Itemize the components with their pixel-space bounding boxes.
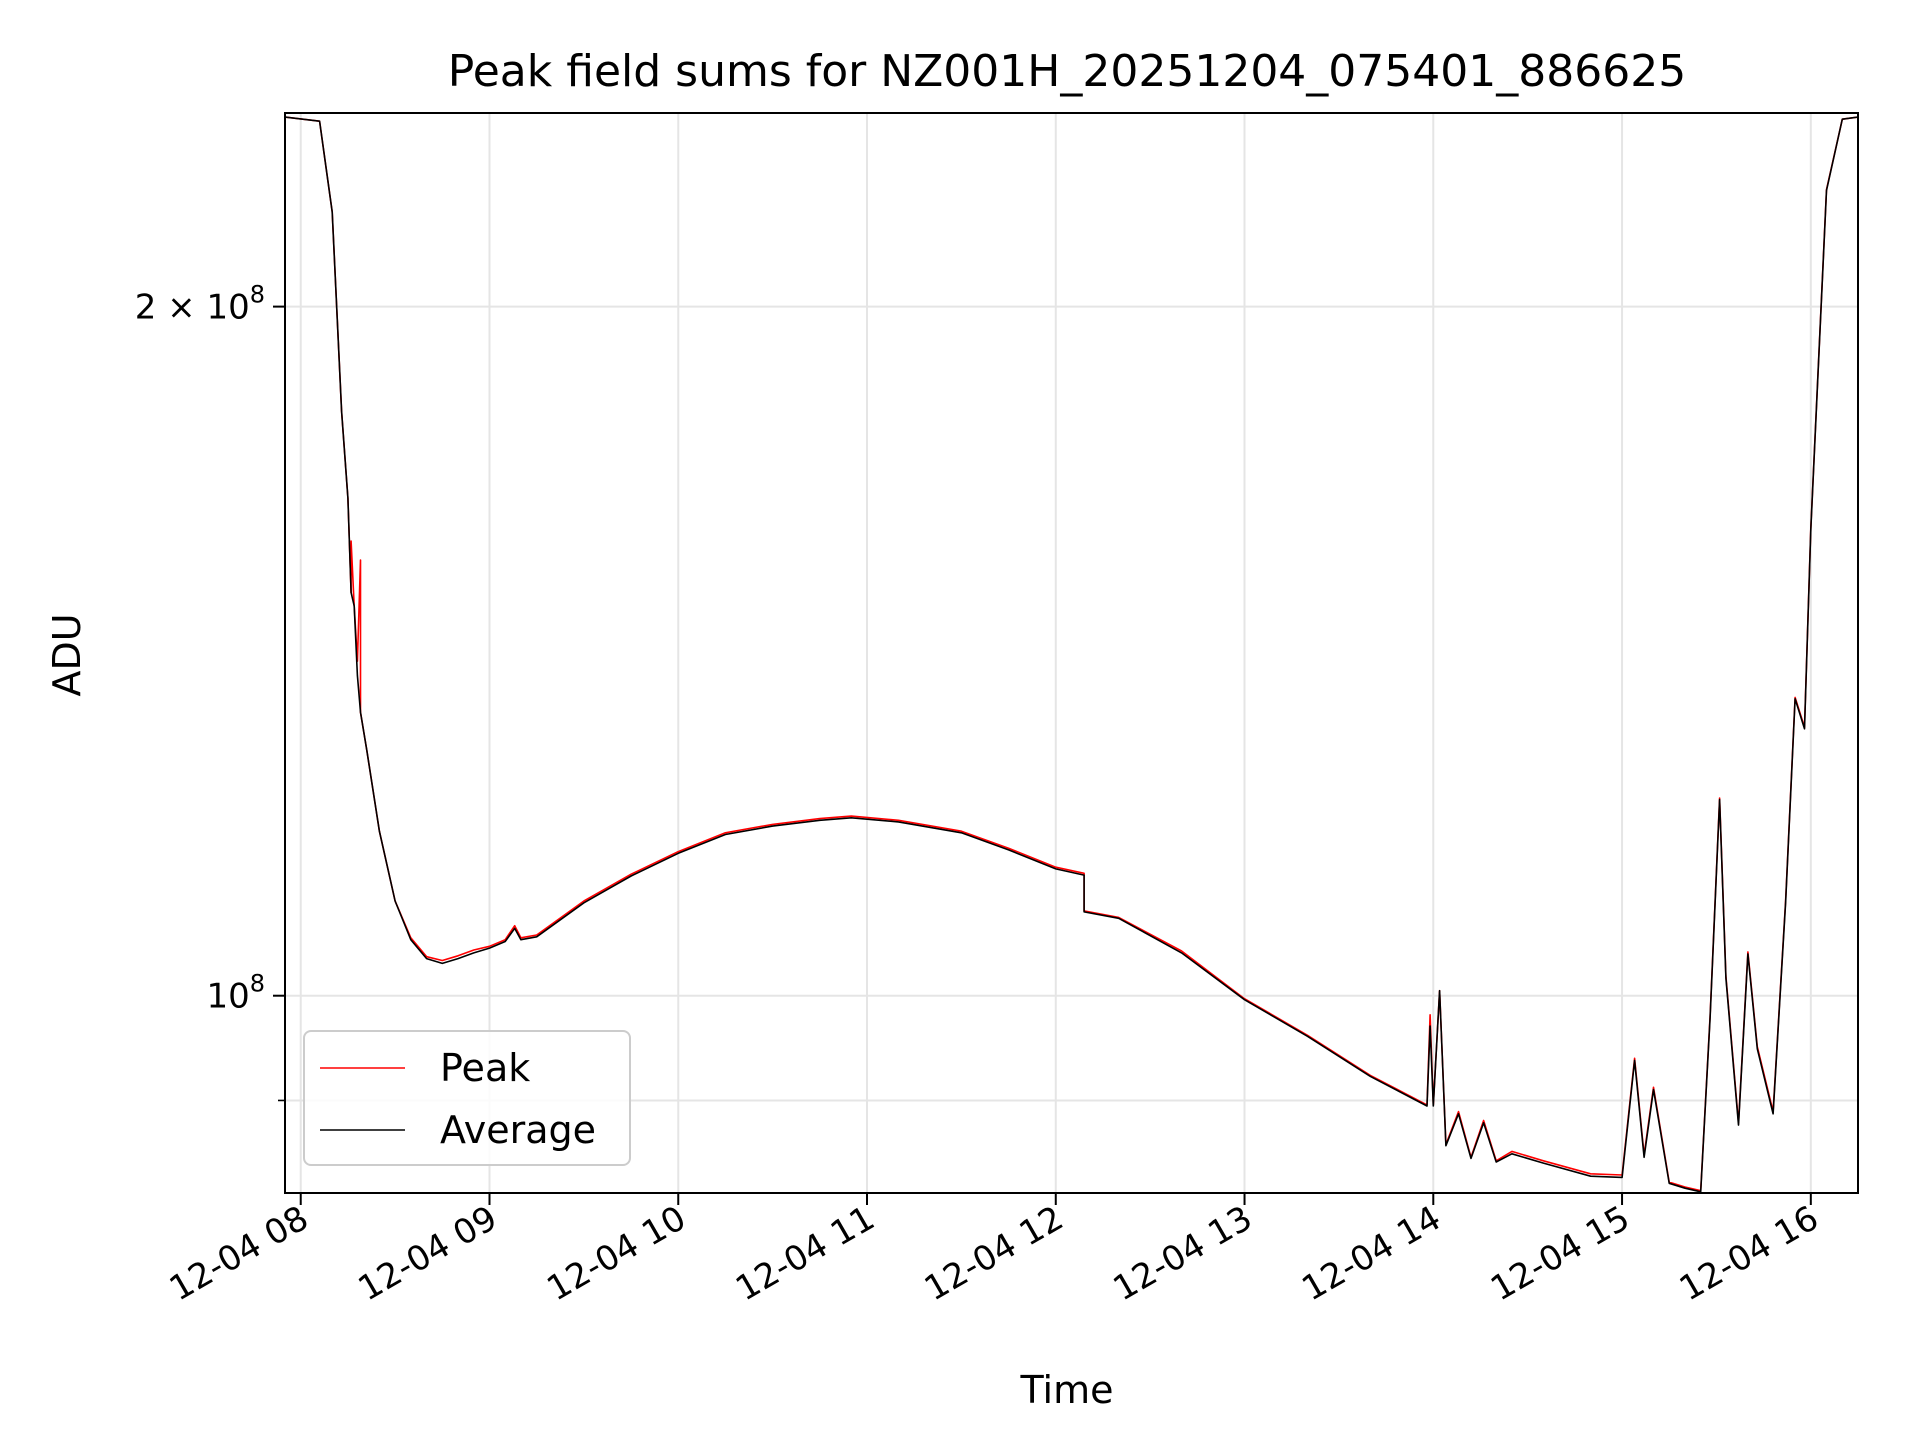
y-tick-label-base: 10: [206, 977, 249, 1017]
plot-frame: [284, 112, 1859, 1194]
y-tick-label-exponent: 8: [250, 970, 265, 998]
y-tick-label-exponent: 8: [250, 281, 265, 309]
y-tick-label: 108: [206, 970, 265, 1017]
grid-layer: [285, 113, 1858, 1193]
chart-title: Peak field sums for NZ001H_20251204_0754…: [448, 46, 1686, 97]
x-axis-label: Time: [1020, 1368, 1114, 1412]
y-tick-label: 2 × 108: [135, 281, 265, 328]
y-tick-label-base: 2 × 10: [135, 288, 250, 328]
legend-label-average: Average: [440, 1108, 596, 1152]
legend-label-peak: Peak: [440, 1046, 530, 1090]
legend: Peak Average: [303, 1030, 631, 1166]
series-layer: [285, 116, 1858, 1193]
y-axis-label: ADU: [45, 613, 89, 696]
legend-box: [303, 1030, 631, 1166]
series-line-average: [285, 116, 1858, 1193]
